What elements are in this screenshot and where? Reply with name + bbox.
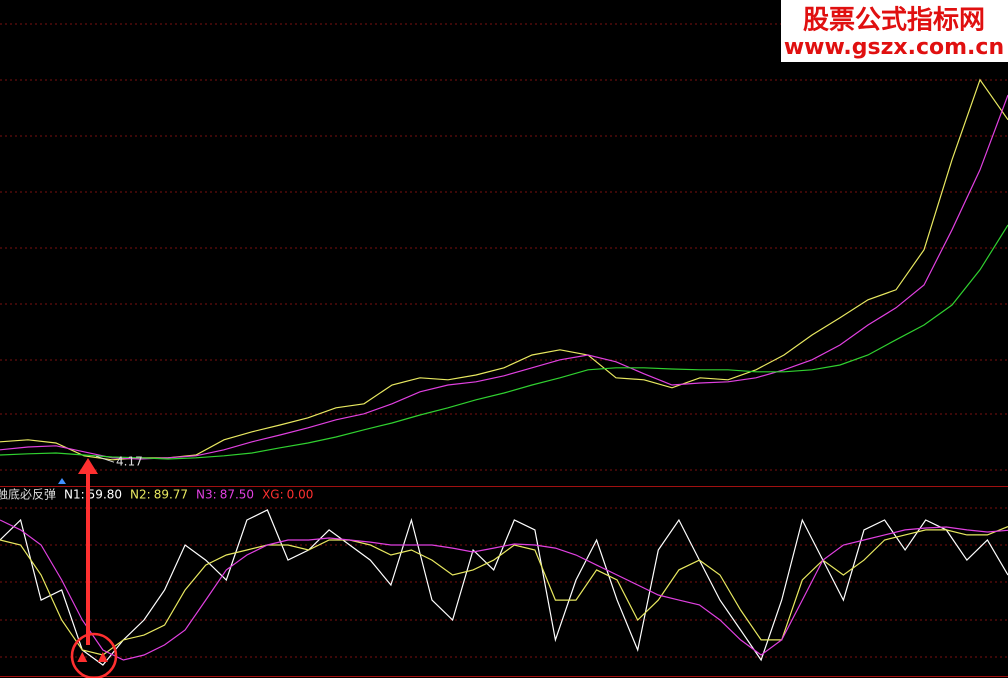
signal-arrow xyxy=(97,652,108,662)
series-line xyxy=(0,224,1008,460)
legend-value: 59.80 xyxy=(88,488,122,502)
watermark-title: 股票公式指标网 xyxy=(803,6,985,36)
low-label: 4.17 xyxy=(116,455,143,469)
price-panel: 4.17 xyxy=(0,78,1008,469)
legend-name: XG: xyxy=(262,488,284,502)
series-line xyxy=(0,78,1008,461)
legend-value: 0.00 xyxy=(287,488,314,502)
marker xyxy=(58,478,66,484)
indicator-title: 触底必反弹 xyxy=(0,487,56,502)
legend-name: N2: xyxy=(130,488,151,502)
low-pointer xyxy=(95,455,115,463)
series-line xyxy=(0,509,1008,666)
annotation xyxy=(70,458,118,678)
series-line xyxy=(0,519,1008,661)
watermark-box xyxy=(781,0,1008,62)
legend-name: N3: xyxy=(196,488,217,502)
legend-name: N1: xyxy=(64,488,85,502)
signal-arrow xyxy=(77,652,88,662)
series-line xyxy=(0,94,1008,460)
series-line xyxy=(0,526,1008,656)
legend-value: 89.77 xyxy=(154,488,188,502)
indicator-panel: 触底必反弹 N1: 59.80 N2: 89.77 N3: 87.50 XG: 0.00 xyxy=(0,487,1008,666)
grid xyxy=(0,23,1008,677)
legend-value: 87.50 xyxy=(220,488,254,502)
watermark-url: www.gszx.com.cn xyxy=(784,35,1004,60)
